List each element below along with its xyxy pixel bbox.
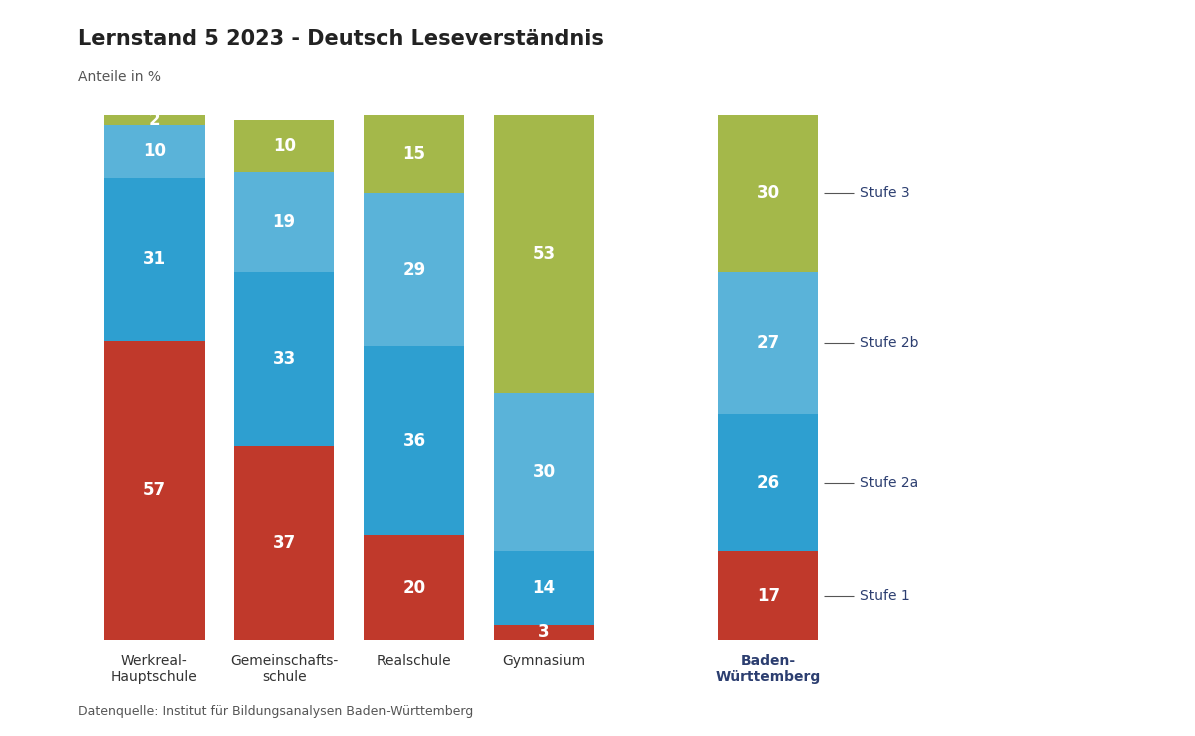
- Bar: [234, 272, 335, 446]
- Bar: [104, 341, 204, 640]
- Bar: [364, 194, 464, 346]
- Text: 36: 36: [403, 431, 425, 450]
- Text: 27: 27: [756, 334, 780, 353]
- Text: 20: 20: [403, 578, 425, 597]
- Text: 3: 3: [538, 623, 550, 642]
- Bar: [234, 172, 335, 272]
- Text: Stufe 2a: Stufe 2a: [859, 475, 918, 489]
- Text: 30: 30: [533, 463, 556, 481]
- Text: Stufe 2b: Stufe 2b: [859, 336, 918, 350]
- Text: 53: 53: [533, 245, 556, 263]
- Text: 15: 15: [403, 145, 425, 163]
- Text: 26: 26: [756, 473, 780, 492]
- Text: 37: 37: [272, 534, 296, 552]
- Text: 17: 17: [756, 587, 780, 605]
- Bar: [494, 393, 594, 551]
- Bar: [364, 115, 464, 194]
- Bar: [718, 115, 819, 272]
- Bar: [234, 446, 335, 640]
- Text: Lernstand 5 2023 - Deutsch Leseverständnis: Lernstand 5 2023 - Deutsch Leseverständn…: [78, 29, 603, 49]
- Text: 10: 10: [143, 142, 166, 160]
- Text: 19: 19: [272, 213, 296, 231]
- Bar: [364, 535, 464, 640]
- Text: Anteile in %: Anteile in %: [78, 70, 160, 84]
- Text: 30: 30: [756, 185, 780, 202]
- Text: 29: 29: [403, 261, 425, 279]
- Text: Stufe 3: Stufe 3: [859, 186, 909, 200]
- Text: 31: 31: [142, 250, 166, 268]
- Bar: [494, 115, 594, 393]
- Bar: [718, 414, 819, 551]
- Bar: [494, 625, 594, 640]
- Text: Datenquelle: Institut für Bildungsanalysen Baden-Württemberg: Datenquelle: Institut für Bildungsanalys…: [78, 704, 473, 718]
- Bar: [718, 551, 819, 640]
- Text: Stufe 1: Stufe 1: [859, 589, 909, 603]
- Bar: [364, 346, 464, 535]
- Text: 14: 14: [533, 578, 556, 597]
- Bar: [494, 551, 594, 625]
- Text: 10: 10: [272, 137, 295, 155]
- Text: 33: 33: [272, 350, 296, 368]
- Text: 57: 57: [142, 481, 166, 500]
- Bar: [718, 272, 819, 414]
- Bar: [104, 177, 204, 341]
- Text: 2: 2: [148, 111, 160, 129]
- Bar: [104, 125, 204, 177]
- Bar: [104, 115, 204, 125]
- Bar: [234, 120, 335, 172]
